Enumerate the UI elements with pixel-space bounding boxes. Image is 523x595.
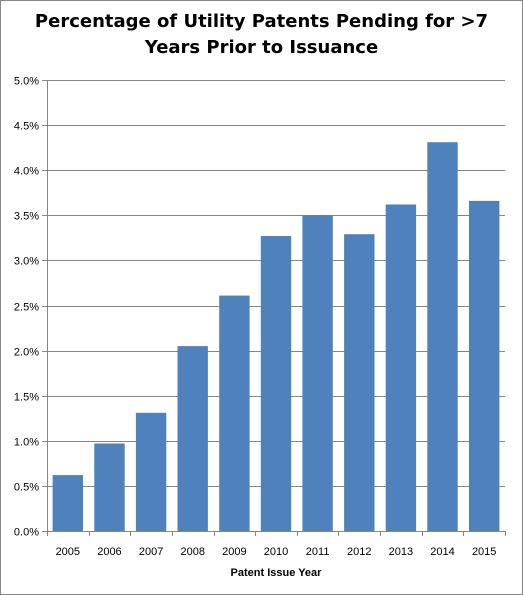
y-tick-label: 1.5% [14, 392, 39, 404]
y-tick-label: 3.5% [14, 211, 39, 223]
bar-2010 [261, 236, 291, 531]
y-tick-label: 2.0% [14, 347, 39, 359]
bar-2011 [302, 215, 332, 531]
bar-2012 [344, 234, 374, 531]
bar-2008 [178, 346, 208, 531]
y-tick-label: 0.0% [14, 527, 39, 539]
bars [53, 142, 500, 531]
x-tick-label: 2007 [139, 546, 163, 558]
y-tick-labels: 0.0% 0.5% 1.0% 1.5% 2.0% 2.5% 3.0% 3.5% 4.0% 4.5%… [14, 76, 39, 539]
x-tick-label: 2015 [472, 546, 496, 558]
x-axis-title: Patent Issue Year [231, 567, 323, 579]
x-tick-label: 2008 [180, 546, 204, 558]
y-tick-label: 2.5% [14, 302, 39, 314]
x-tick-label: 2011 [306, 546, 330, 558]
bar-2009 [219, 296, 249, 531]
bar-2015 [469, 201, 499, 531]
y-tick-label: 1.0% [14, 437, 39, 449]
y-tick-label: 0.5% [14, 482, 39, 494]
x-tick-label: 2010 [264, 546, 288, 558]
x-tick-label: 2006 [97, 546, 121, 558]
x-tick-label: 2013 [389, 546, 413, 558]
x-tick-label: 2012 [347, 546, 371, 558]
x-tick-label: 2005 [56, 546, 80, 558]
y-tick-label: 4.0% [14, 166, 39, 178]
bar-2005 [53, 475, 83, 531]
y-tick-label: 5.0% [14, 76, 39, 88]
bar-2014 [427, 142, 457, 531]
bar-2007 [136, 413, 166, 531]
x-tick-label: 2014 [430, 546, 454, 558]
x-tick-label: 2009 [222, 546, 246, 558]
y-tick-label: 3.0% [14, 256, 39, 268]
bar-2013 [386, 205, 416, 532]
bar-2006 [94, 444, 124, 532]
y-tick-label: 4.5% [14, 121, 39, 133]
x-tick-labels: 2005 2006 2007 2008 2009 2010 2011 2012 2013 2014… [56, 546, 497, 558]
